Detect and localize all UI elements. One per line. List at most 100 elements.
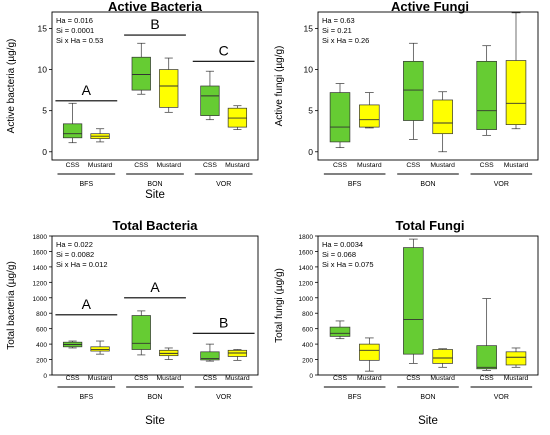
site-label: VOR	[216, 394, 231, 401]
chart-title: Total Fungi	[395, 218, 464, 233]
stat-line: Si x Ha = 0.26	[322, 36, 369, 45]
treatment-label: CSS	[203, 375, 217, 382]
y-tick-label: 800	[302, 311, 313, 318]
stat-line: Ha = 0.016	[56, 16, 93, 25]
site-label: BON	[147, 394, 162, 401]
treatment-label: Mustard	[504, 162, 529, 169]
chart-title: Active Bacteria	[108, 0, 203, 14]
box-bfs-css	[329, 326, 351, 337]
plot-frame	[51, 235, 259, 376]
treatment-label: Mustard	[357, 375, 382, 382]
site-label: BFS	[80, 394, 94, 401]
site-label: VOR	[494, 181, 509, 188]
box-bon-mustard	[432, 99, 453, 135]
y-tick-label: 10	[304, 65, 314, 75]
site-label: VOR	[494, 394, 509, 401]
treatment-label: CSS	[66, 375, 80, 382]
y-tick-label: 0	[42, 147, 47, 157]
y-tick-label: 1800	[299, 234, 314, 241]
y-tick-label: 200	[36, 358, 47, 365]
treatment-label: CSS	[480, 162, 494, 169]
stat-line: Ha = 0.63	[322, 16, 355, 25]
stat-line: Si x Ha = 0.012	[56, 260, 108, 269]
box-bfs-mustard	[359, 343, 380, 361]
significance-letter: B	[150, 16, 159, 32]
box-bon-css	[403, 247, 424, 355]
y-tick-label: 15	[304, 23, 314, 33]
stat-line: Ha = 0.022	[56, 240, 93, 249]
stat-line: Si = 0.0082	[56, 250, 94, 259]
treatment-label: Mustard	[88, 375, 113, 382]
y-tick-label: 1000	[299, 296, 314, 303]
chart-panel-1: Active Fungi 0 5 10 15 Active fungi (µg/g) Ha …	[274, 0, 539, 188]
y-tick-label: 1600	[33, 249, 48, 256]
x-axis-label: Site	[418, 415, 438, 427]
site-label: BFS	[80, 181, 94, 188]
plot-frame	[317, 11, 539, 161]
box-bfs-mustard	[90, 346, 110, 352]
treatment-label: CSS	[480, 375, 494, 382]
y-tick-label: 400	[302, 342, 313, 349]
site-label: BON	[420, 181, 435, 188]
box-vor-mustard	[505, 351, 527, 366]
treatment-label: Mustard	[430, 162, 455, 169]
treatment-label: Mustard	[156, 162, 181, 169]
box-bfs-mustard	[359, 104, 380, 128]
box-vor-mustard	[505, 60, 527, 125]
stat-line: Si = 0.0001	[56, 26, 94, 35]
treatment-label: CSS	[203, 162, 217, 169]
chart-panel-3: Total Fungi 0 200 400 600 800 1000 1200 1400 1600…	[274, 218, 539, 427]
box-bon-mustard	[432, 349, 453, 364]
box-bon-css	[403, 60, 424, 121]
treatment-label: CSS	[333, 162, 347, 169]
box-vor-css	[200, 85, 220, 116]
site-label: BON	[147, 181, 162, 188]
stat-line: Si = 0.21	[322, 26, 352, 35]
chart-panel-0: Active Bacteria 0 5 10 15 Active bacteria (µg…	[6, 0, 259, 201]
treatment-label: CSS	[333, 375, 347, 382]
box-bon-css	[131, 56, 151, 91]
y-tick-label: 0	[309, 373, 313, 380]
y-tick-label: 0	[308, 147, 313, 157]
significance-letter: A	[82, 296, 92, 312]
site-label: BON	[420, 394, 435, 401]
significance-letter: B	[219, 314, 228, 330]
treatment-label: CSS	[66, 162, 80, 169]
y-tick-label: 5	[308, 106, 313, 116]
treatment-label: CSS	[134, 162, 148, 169]
y-tick-label: 800	[36, 311, 47, 318]
y-axis-label: Total bacteria (µg/g)	[6, 261, 17, 350]
significance-letter: C	[219, 42, 229, 58]
y-tick-label: 600	[36, 327, 47, 334]
y-tick-label: 600	[302, 327, 313, 334]
y-tick-label: 400	[36, 342, 47, 349]
y-tick-label: 5	[42, 106, 47, 116]
y-tick-label: 1200	[33, 280, 48, 287]
y-tick-label: 1400	[33, 265, 48, 272]
significance-letter: A	[82, 82, 92, 98]
box-vor-css	[476, 60, 497, 130]
stat-line: Ha = 0.0034	[322, 240, 363, 249]
treatment-label: CSS	[134, 375, 148, 382]
treatment-label: Mustard	[225, 375, 250, 382]
site-label: BFS	[348, 181, 362, 188]
treatment-label: CSS	[406, 162, 420, 169]
y-tick-label: 0	[43, 373, 47, 380]
treatment-label: Mustard	[88, 162, 113, 169]
x-axis-label: Site	[145, 189, 165, 201]
box-vor-css	[200, 351, 220, 361]
treatment-label: Mustard	[156, 375, 181, 382]
x-axis-label: Site	[145, 415, 165, 427]
y-tick-label: 1600	[299, 249, 314, 256]
chart-title: Total Bacteria	[112, 218, 198, 233]
treatment-label: Mustard	[357, 162, 382, 169]
treatment-label: Mustard	[225, 162, 250, 169]
stat-line: Si = 0.068	[322, 250, 356, 259]
treatment-label: CSS	[406, 375, 420, 382]
plot-frame	[51, 11, 259, 161]
y-tick-label: 200	[302, 358, 313, 365]
box-bon-css	[131, 315, 151, 350]
box-bfs-css	[329, 92, 351, 143]
treatment-label: Mustard	[430, 375, 455, 382]
